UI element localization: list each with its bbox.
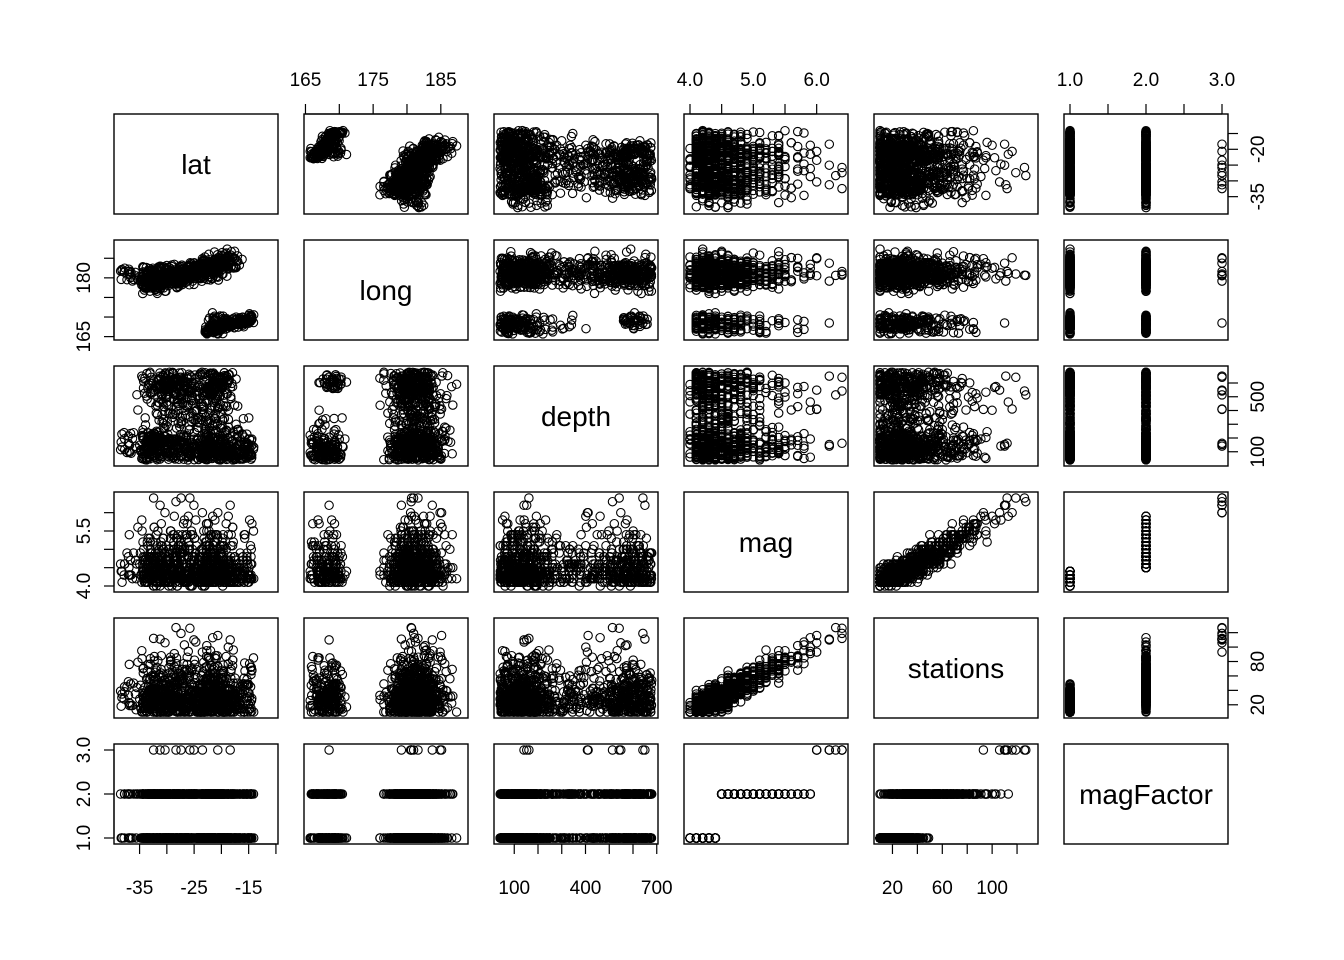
panel-lat-vs-long (304, 114, 468, 214)
variable-label: lat (181, 149, 211, 180)
panel-lat-vs-depth (494, 114, 658, 214)
panel-lat-vs-lat: lat (114, 114, 278, 214)
